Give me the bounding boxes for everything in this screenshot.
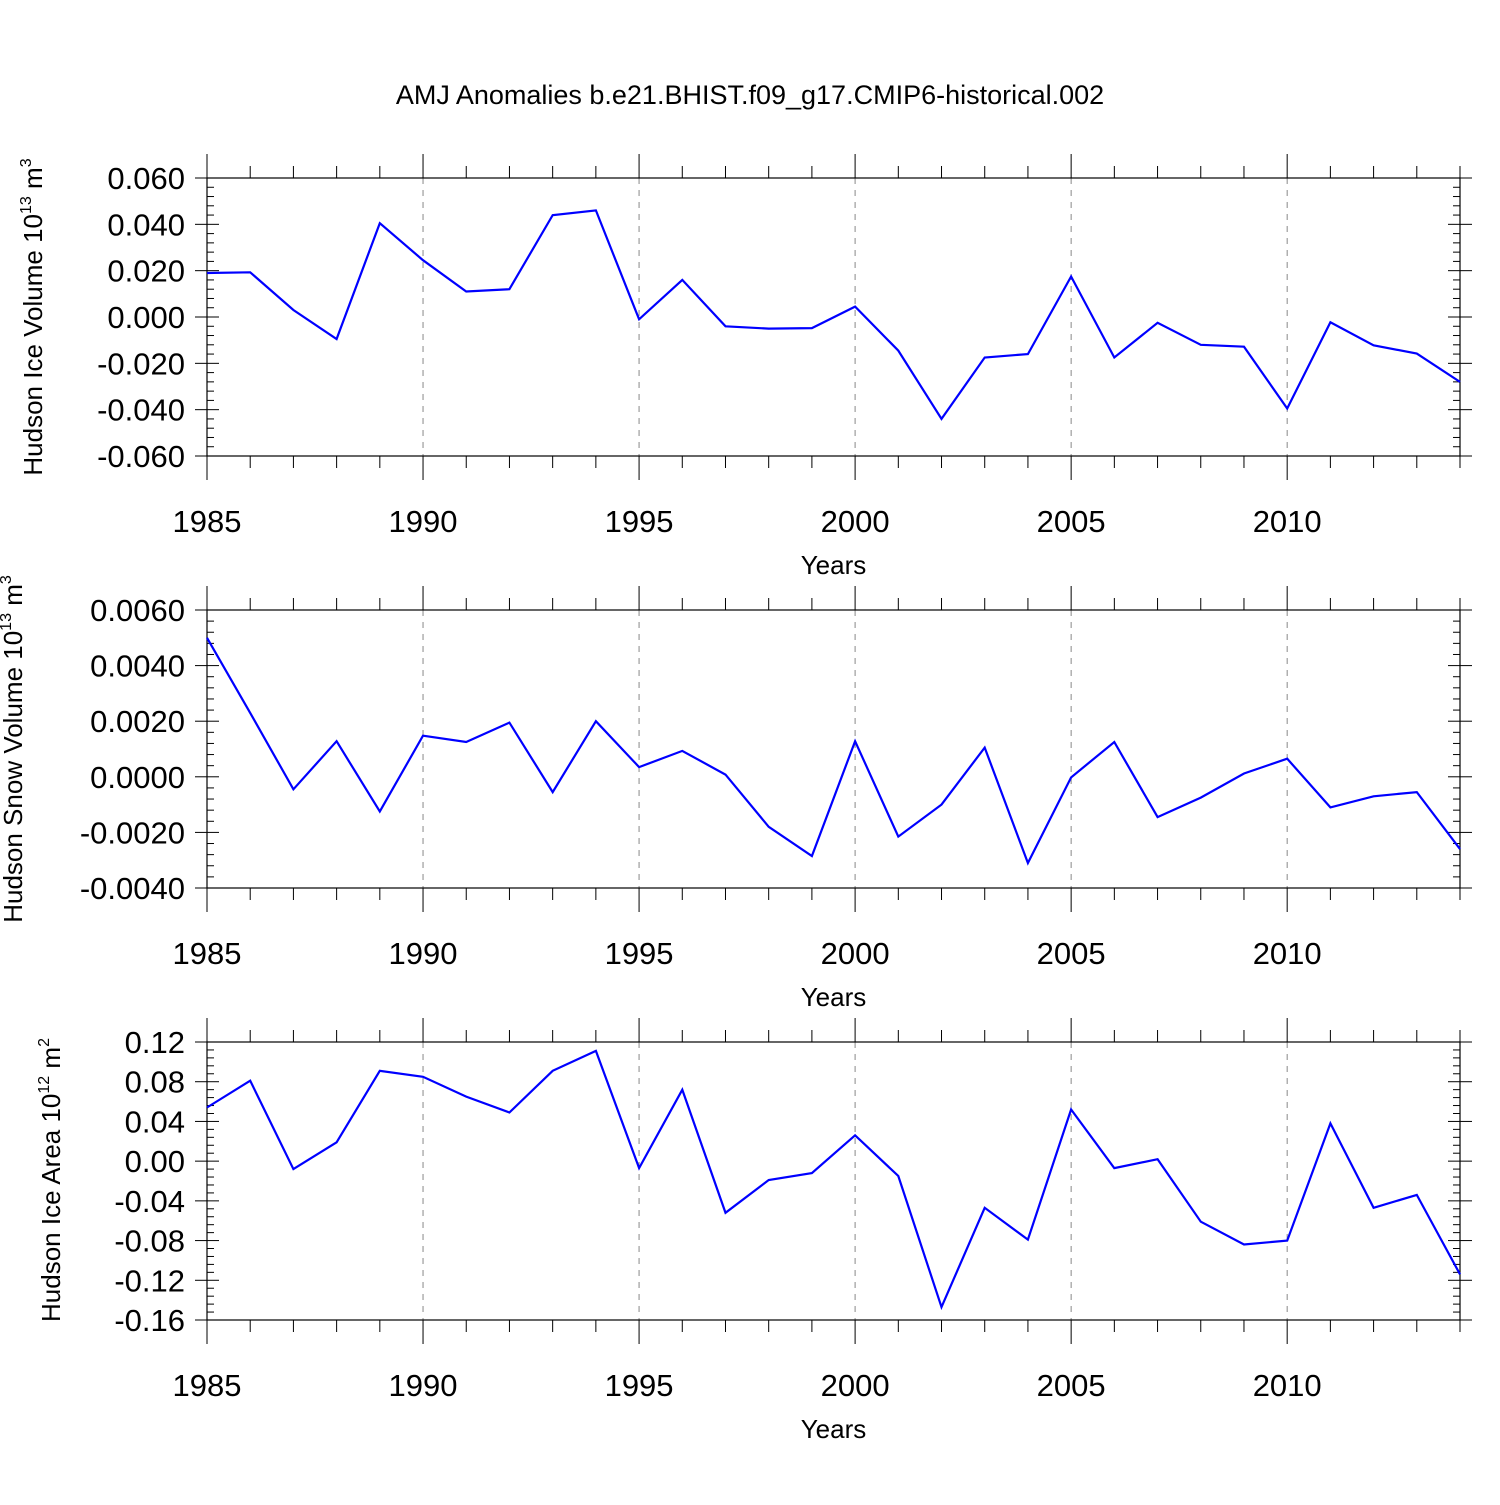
y-tick-label: 0.0000 [90,760,185,795]
y-axis-label: Hudson Snow Volume 1013 m3 [0,575,28,923]
y-tick-label: -0.12 [114,1263,185,1298]
y-tick-label: 0.0060 [90,593,185,628]
y-tick-label: -0.020 [97,346,185,381]
y-tick-label: -0.0020 [80,815,185,850]
y-tick-label: 0.0040 [90,649,185,684]
y-tick-label: 0.00 [125,1144,185,1179]
y-tick-label: 0.0020 [90,704,185,739]
y-axis-label-superscript: 3 [18,158,35,167]
y-axis-label: Hudson Ice Volume 1013 m3 [18,158,48,475]
chart-panel-3: -0.16 -0.12 -0.08 -0.04 0.00 0.04 0.08 0.12 1985… [36,1018,1472,1444]
y-tick-label: -0.16 [114,1303,185,1338]
x-tick-label: 2000 [821,936,890,971]
x-tick-label: 1990 [389,1368,458,1403]
y-axis-label: Hudson Ice Area 1012 m2 [36,1038,66,1322]
figure-title: AMJ Anomalies b.e21.BHIST.f09_g17.CMIP6-… [395,80,1105,110]
x-tick-label: 2000 [821,1368,890,1403]
x-tick-label: 1985 [173,504,242,539]
x-tick-label: 2010 [1253,1368,1322,1403]
y-tick-label: 0.08 [125,1065,185,1100]
y-tick-label: 0.12 [125,1025,185,1060]
y-axis-label-text: Hudson Ice Area 10 [36,1094,66,1322]
x-tick-label: 2005 [1037,504,1106,539]
x-tick-label: 1995 [605,504,674,539]
y-tick-label: 0.040 [107,207,185,242]
y-axis-label-text: m [36,1047,66,1076]
y-axis-label-superscript: 13 [0,613,15,631]
y-tick-label: 0.000 [107,300,185,335]
chart-panel-2: -0.0040 -0.0020 0.0000 0.0020 0.0040 0.0060 19… [0,575,1472,1012]
y-axis-label-superscript: 13 [18,196,35,214]
series-line [206,209,1461,421]
x-tick-label: 1990 [389,504,458,539]
y-axis-label-text: m [18,167,48,196]
chart-panel-1: -0.060 -0.040 -0.020 0.000 0.020 0.040 0.060 19… [18,154,1472,580]
plot-frame [206,609,1461,889]
x-tick-label: 2010 [1253,504,1322,539]
y-tick-label: -0.08 [114,1224,185,1259]
y-tick-label: 0.04 [125,1104,185,1139]
x-tick-label: 1990 [389,936,458,971]
series-line [206,637,1461,866]
plot-frame [206,1041,1461,1321]
y-axis-label-superscript: 2 [36,1038,53,1047]
x-axis-label: Years [801,550,867,580]
y-tick-label: -0.060 [97,439,185,474]
y-tick-label: -0.0040 [80,871,185,906]
y-tick-label: 0.020 [107,254,185,289]
x-axis-label: Years [801,982,867,1012]
y-tick-label: -0.040 [97,393,185,428]
x-tick-label: 2005 [1037,1368,1106,1403]
y-tick-label: -0.04 [114,1184,185,1219]
x-tick-label: 2000 [821,504,890,539]
x-tick-label: 1985 [173,936,242,971]
x-tick-label: 2010 [1253,936,1322,971]
y-axis-label-superscript: 12 [36,1076,53,1094]
x-axis-label: Years [801,1414,867,1444]
x-tick-label: 1985 [173,1368,242,1403]
y-axis-label-text: m [0,584,28,613]
y-tick-label: 0.060 [107,161,185,196]
y-axis-label-text: Hudson Ice Volume 10 [18,214,48,476]
x-tick-label: 1995 [605,1368,674,1403]
y-axis-label-superscript: 3 [0,575,15,584]
y-axis-label-text: Hudson Snow Volume 10 [0,631,28,923]
series-line [206,1049,1461,1311]
x-tick-label: 2005 [1037,936,1106,971]
x-tick-label: 1995 [605,936,674,971]
